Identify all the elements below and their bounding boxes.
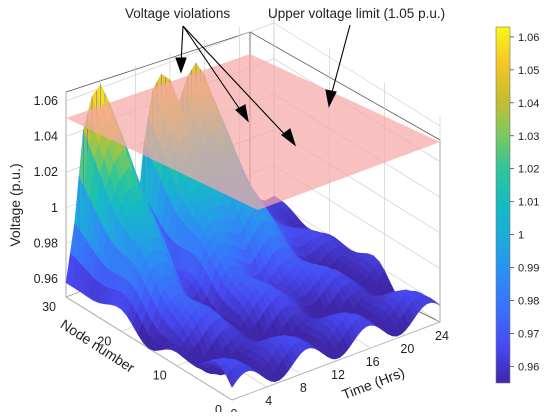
colorbar-tick-label: 1.01 xyxy=(518,197,539,209)
x-tick-label: 4 xyxy=(265,394,272,408)
z-tick-label: 1.02 xyxy=(34,165,58,179)
z-tick-label: 1.06 xyxy=(34,94,58,108)
x-tick-label: 16 xyxy=(366,355,380,369)
colorbar xyxy=(495,26,511,384)
violations-label: Voltage violations xyxy=(125,6,230,21)
arrow-peak-2 xyxy=(182,25,244,115)
colorbar-tick-label: 0.98 xyxy=(518,296,539,308)
z-axis-ticks: 0.96 0.98 1 1.02 1.04 1.06 xyxy=(34,94,58,286)
x-axis-label: Time (Hrs) xyxy=(340,364,407,402)
y-tick-label: 10 xyxy=(153,369,167,383)
y-axis-label: Node number xyxy=(58,316,138,376)
grid-line-y xyxy=(231,117,441,401)
colorbar-tick-label: 1.06 xyxy=(518,32,539,44)
z-axis-label: Voltage (p.u.) xyxy=(7,163,23,246)
colorbar-tick-label: 0.96 xyxy=(518,362,539,374)
annotations: Voltage violations Upper voltage limit (… xyxy=(125,6,445,147)
x-tick-label: 12 xyxy=(331,368,345,382)
x-tick-label: 24 xyxy=(435,329,449,343)
z-tick-label: 0.98 xyxy=(34,237,58,251)
arrow-head-3 xyxy=(281,128,297,147)
y-tick-label: 0 xyxy=(215,403,222,412)
y-axis-ticks: 0 10 20 30 xyxy=(42,300,222,417)
z-tick-label: 0.96 xyxy=(34,272,58,286)
x-tick-label: 0 xyxy=(231,407,238,412)
colorbar-tick-label: 1.02 xyxy=(518,164,539,176)
z-tick-label: 1 xyxy=(51,201,58,215)
x-tick-label: 8 xyxy=(300,381,307,395)
colorbar-ticks: 0.96 0.97 0.98 0.99 1 1.01 1.02 1.03 1.04 1.05 1.0… xyxy=(510,32,539,374)
z-tick-label: 1.04 xyxy=(34,130,58,144)
arrow-limit xyxy=(330,24,351,97)
upper-limit-plane xyxy=(66,54,440,210)
arrow-peak-3 xyxy=(182,25,289,139)
x-tick-label: 20 xyxy=(400,342,414,356)
surface-patch xyxy=(429,297,441,306)
colorbar-tick-label: 1.05 xyxy=(518,65,539,77)
x-axis-ticks: 0 4 8 12 16 20 24 xyxy=(231,329,449,417)
colorbar-tick-label: 1.03 xyxy=(518,131,539,143)
colorbar-tick-label: 0.99 xyxy=(518,263,539,275)
arrow-peak-1 xyxy=(180,25,184,64)
y-tick-label: 30 xyxy=(42,300,56,314)
colorbar-tick-label: 0.97 xyxy=(518,329,539,341)
limit-label: Upper voltage limit (1.05 p.u.) xyxy=(268,6,445,21)
y-tick-label: 20 xyxy=(97,334,111,348)
arrow-head-limit xyxy=(325,89,337,108)
arrow-head-1 xyxy=(175,57,187,74)
colorbar-tick-label: 1 xyxy=(518,230,524,242)
colorbar-tick-label: 1.04 xyxy=(518,98,539,110)
arrow-head-2 xyxy=(235,104,249,123)
